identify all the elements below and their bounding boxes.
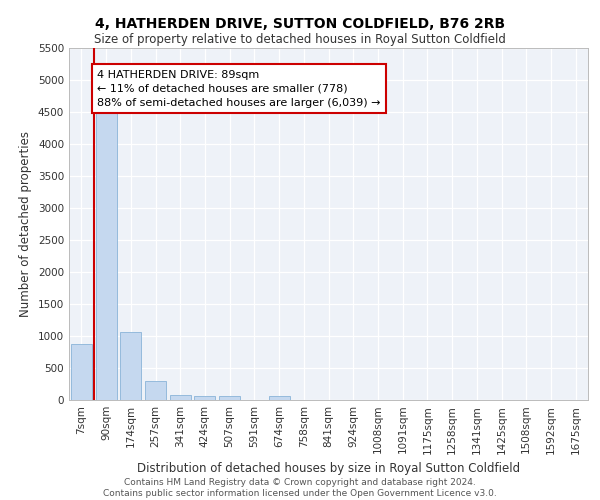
- Text: Size of property relative to detached houses in Royal Sutton Coldfield: Size of property relative to detached ho…: [94, 32, 506, 46]
- Bar: [219, 396, 240, 400]
- Bar: [170, 395, 191, 400]
- Bar: [95, 108, 116, 400]
- Bar: [194, 396, 215, 400]
- Y-axis label: Number of detached properties: Number of detached properties: [19, 130, 32, 317]
- Bar: [71, 344, 92, 400]
- Bar: [269, 396, 290, 400]
- Text: 4, HATHERDEN DRIVE, SUTTON COLDFIELD, B76 2RB: 4, HATHERDEN DRIVE, SUTTON COLDFIELD, B7…: [95, 18, 505, 32]
- Bar: [120, 332, 141, 400]
- Text: 4 HATHERDEN DRIVE: 89sqm
← 11% of detached houses are smaller (778)
88% of semi-: 4 HATHERDEN DRIVE: 89sqm ← 11% of detach…: [97, 70, 381, 108]
- Bar: [145, 381, 166, 400]
- Text: Contains HM Land Registry data © Crown copyright and database right 2024.
Contai: Contains HM Land Registry data © Crown c…: [103, 478, 497, 498]
- X-axis label: Distribution of detached houses by size in Royal Sutton Coldfield: Distribution of detached houses by size …: [137, 462, 520, 475]
